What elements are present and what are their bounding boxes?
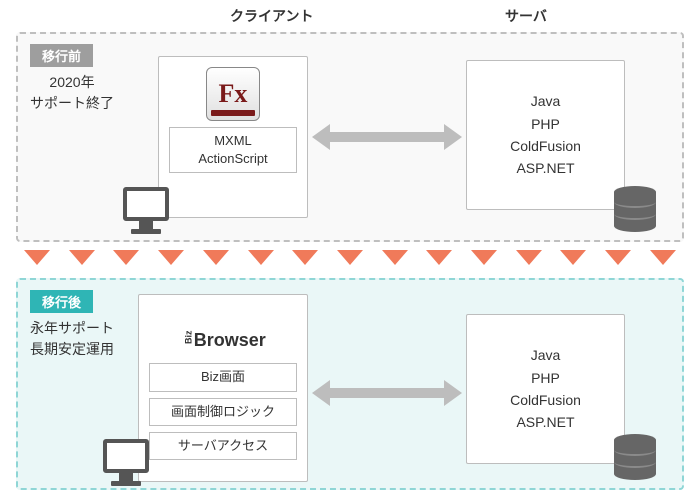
client-sub-before: MXML ActionScript	[169, 127, 297, 173]
caption-after: 永年サポート 長期安定運用	[30, 318, 114, 360]
client-box-before: Fx MXML ActionScript	[158, 56, 308, 218]
bizbrowser-logo: BizBrowser	[149, 299, 297, 357]
bizbrowser-small: Biz	[183, 331, 196, 345]
down-triangle-icon	[292, 250, 318, 265]
fx-logo-icon: Fx	[206, 67, 260, 121]
down-triangle-icon	[650, 250, 676, 265]
badge-after: 移行後	[30, 290, 93, 313]
down-triangle-icon	[113, 250, 139, 265]
bidirectional-arrow-icon	[312, 380, 462, 406]
server-box-after: Java PHP ColdFusion ASP.NET	[466, 314, 625, 464]
column-header-server: サーバ	[505, 6, 547, 26]
transition-arrows	[24, 250, 676, 274]
database-icon	[614, 186, 656, 234]
client-sub-after: 画面制御ロジック	[149, 398, 297, 426]
down-triangle-icon	[203, 250, 229, 265]
down-triangle-icon	[158, 250, 184, 265]
database-icon	[614, 434, 656, 482]
monitor-icon	[103, 439, 149, 486]
client-sub-after: Biz画面	[149, 363, 297, 391]
server-line: Java	[531, 90, 561, 112]
down-triangle-icon	[560, 250, 586, 265]
badge-before: 移行前	[30, 44, 93, 67]
server-line: ASP.NET	[516, 411, 574, 433]
down-triangle-icon	[337, 250, 363, 265]
down-triangle-icon	[516, 250, 542, 265]
server-line: ColdFusion	[510, 135, 581, 157]
bizbrowser-title: Browser	[194, 330, 266, 350]
server-line: Java	[531, 344, 561, 366]
down-triangle-icon	[69, 250, 95, 265]
down-triangle-icon	[24, 250, 50, 265]
down-triangle-icon	[605, 250, 631, 265]
client-box-after: BizBrowser Biz画面 画面制御ロジック サーバアクセス	[138, 294, 308, 482]
down-triangle-icon	[248, 250, 274, 265]
column-headers: クライアント サーバ	[0, 6, 700, 28]
server-box-before: Java PHP ColdFusion ASP.NET	[466, 60, 625, 210]
column-header-client: クライアント	[230, 6, 313, 26]
bidirectional-arrow-icon	[312, 124, 462, 150]
down-triangle-icon	[382, 250, 408, 265]
monitor-icon	[123, 187, 169, 234]
caption-before: 2020年 サポート終了	[30, 72, 114, 114]
panel-before: 移行前 2020年 サポート終了 Fx MXML ActionScript Ja…	[16, 32, 684, 242]
down-triangle-icon	[471, 250, 497, 265]
client-sub-after: サーバアクセス	[149, 432, 297, 460]
down-triangle-icon	[426, 250, 452, 265]
server-line: PHP	[531, 113, 560, 135]
server-line: ColdFusion	[510, 389, 581, 411]
server-line: ASP.NET	[516, 157, 574, 179]
panel-after: 移行後 永年サポート 長期安定運用 BizBrowser Biz画面 画面制御ロ…	[16, 278, 684, 490]
server-line: PHP	[531, 367, 560, 389]
